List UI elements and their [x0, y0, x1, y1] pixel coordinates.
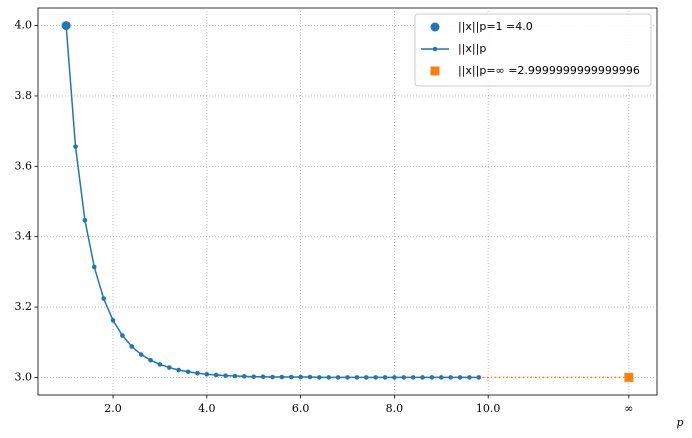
plot-frame: [37, 7, 658, 396]
point: [392, 375, 397, 380]
legend-label: ||x||p: [458, 42, 486, 55]
point: [420, 375, 425, 380]
y-tick-label: 3.2: [15, 300, 33, 313]
point: [382, 375, 388, 380]
point: [120, 333, 125, 338]
point: [429, 375, 435, 380]
point: [457, 375, 463, 380]
point: [298, 374, 303, 380]
point: [232, 373, 238, 379]
point: [401, 375, 407, 380]
point: [410, 375, 416, 380]
point: [195, 370, 200, 376]
point: [260, 374, 266, 380]
point: [73, 144, 78, 149]
point: [223, 373, 228, 378]
legend-marker: [430, 66, 440, 76]
point: [185, 369, 191, 375]
legend: ||x||p=1 =4.0 ||x||p ||x||p=∞ =2.999999999…: [414, 13, 652, 87]
point: [307, 374, 313, 380]
point: [624, 372, 634, 382]
point: [363, 375, 369, 380]
legend-label: ||x||p=∞ =2.9999999999999996: [458, 64, 640, 77]
point: [251, 374, 257, 380]
point: [129, 344, 135, 349]
point: [345, 375, 350, 380]
point: [167, 365, 172, 370]
x-tick-label: 8.0: [386, 402, 404, 415]
point: [317, 375, 322, 380]
point: [448, 375, 453, 380]
point: [138, 352, 144, 357]
x-tick-label: ∞: [624, 402, 633, 415]
point: [63, 23, 69, 28]
y-tick-label: 4.0: [15, 19, 33, 32]
x-tick-label: 4.0: [198, 402, 216, 415]
legend-box: [414, 13, 652, 87]
point: [204, 371, 210, 377]
y-tick-label: 3.8: [15, 89, 33, 102]
point: [157, 362, 163, 367]
point: [101, 296, 106, 301]
y-tick-label: 3.0: [15, 370, 33, 383]
legend-marker: [432, 46, 438, 52]
point: [242, 374, 247, 379]
legend-marker: [430, 22, 440, 32]
point: [91, 264, 97, 270]
point: [110, 318, 116, 323]
point: [82, 217, 88, 223]
legend-label: ||x||p=1 =4.0: [458, 20, 533, 33]
point: [288, 374, 294, 380]
y-tick-label: 3.4: [15, 230, 33, 243]
point: [476, 375, 482, 380]
x-tick-label: 6.0: [292, 402, 310, 415]
x-axis-label: p: [676, 416, 683, 429]
point: [467, 375, 472, 380]
point: [373, 375, 378, 380]
point: [326, 375, 332, 380]
point: [148, 357, 153, 363]
point: [279, 374, 285, 380]
point: [438, 375, 444, 380]
point: [354, 375, 360, 380]
y-tick-label: 3.6: [15, 159, 33, 172]
point: [176, 367, 181, 373]
point: [213, 372, 219, 378]
x-tick-label: 10.0: [476, 402, 501, 415]
point: [270, 374, 275, 380]
x-tick-label: 2.0: [104, 402, 122, 415]
point: [335, 375, 341, 380]
